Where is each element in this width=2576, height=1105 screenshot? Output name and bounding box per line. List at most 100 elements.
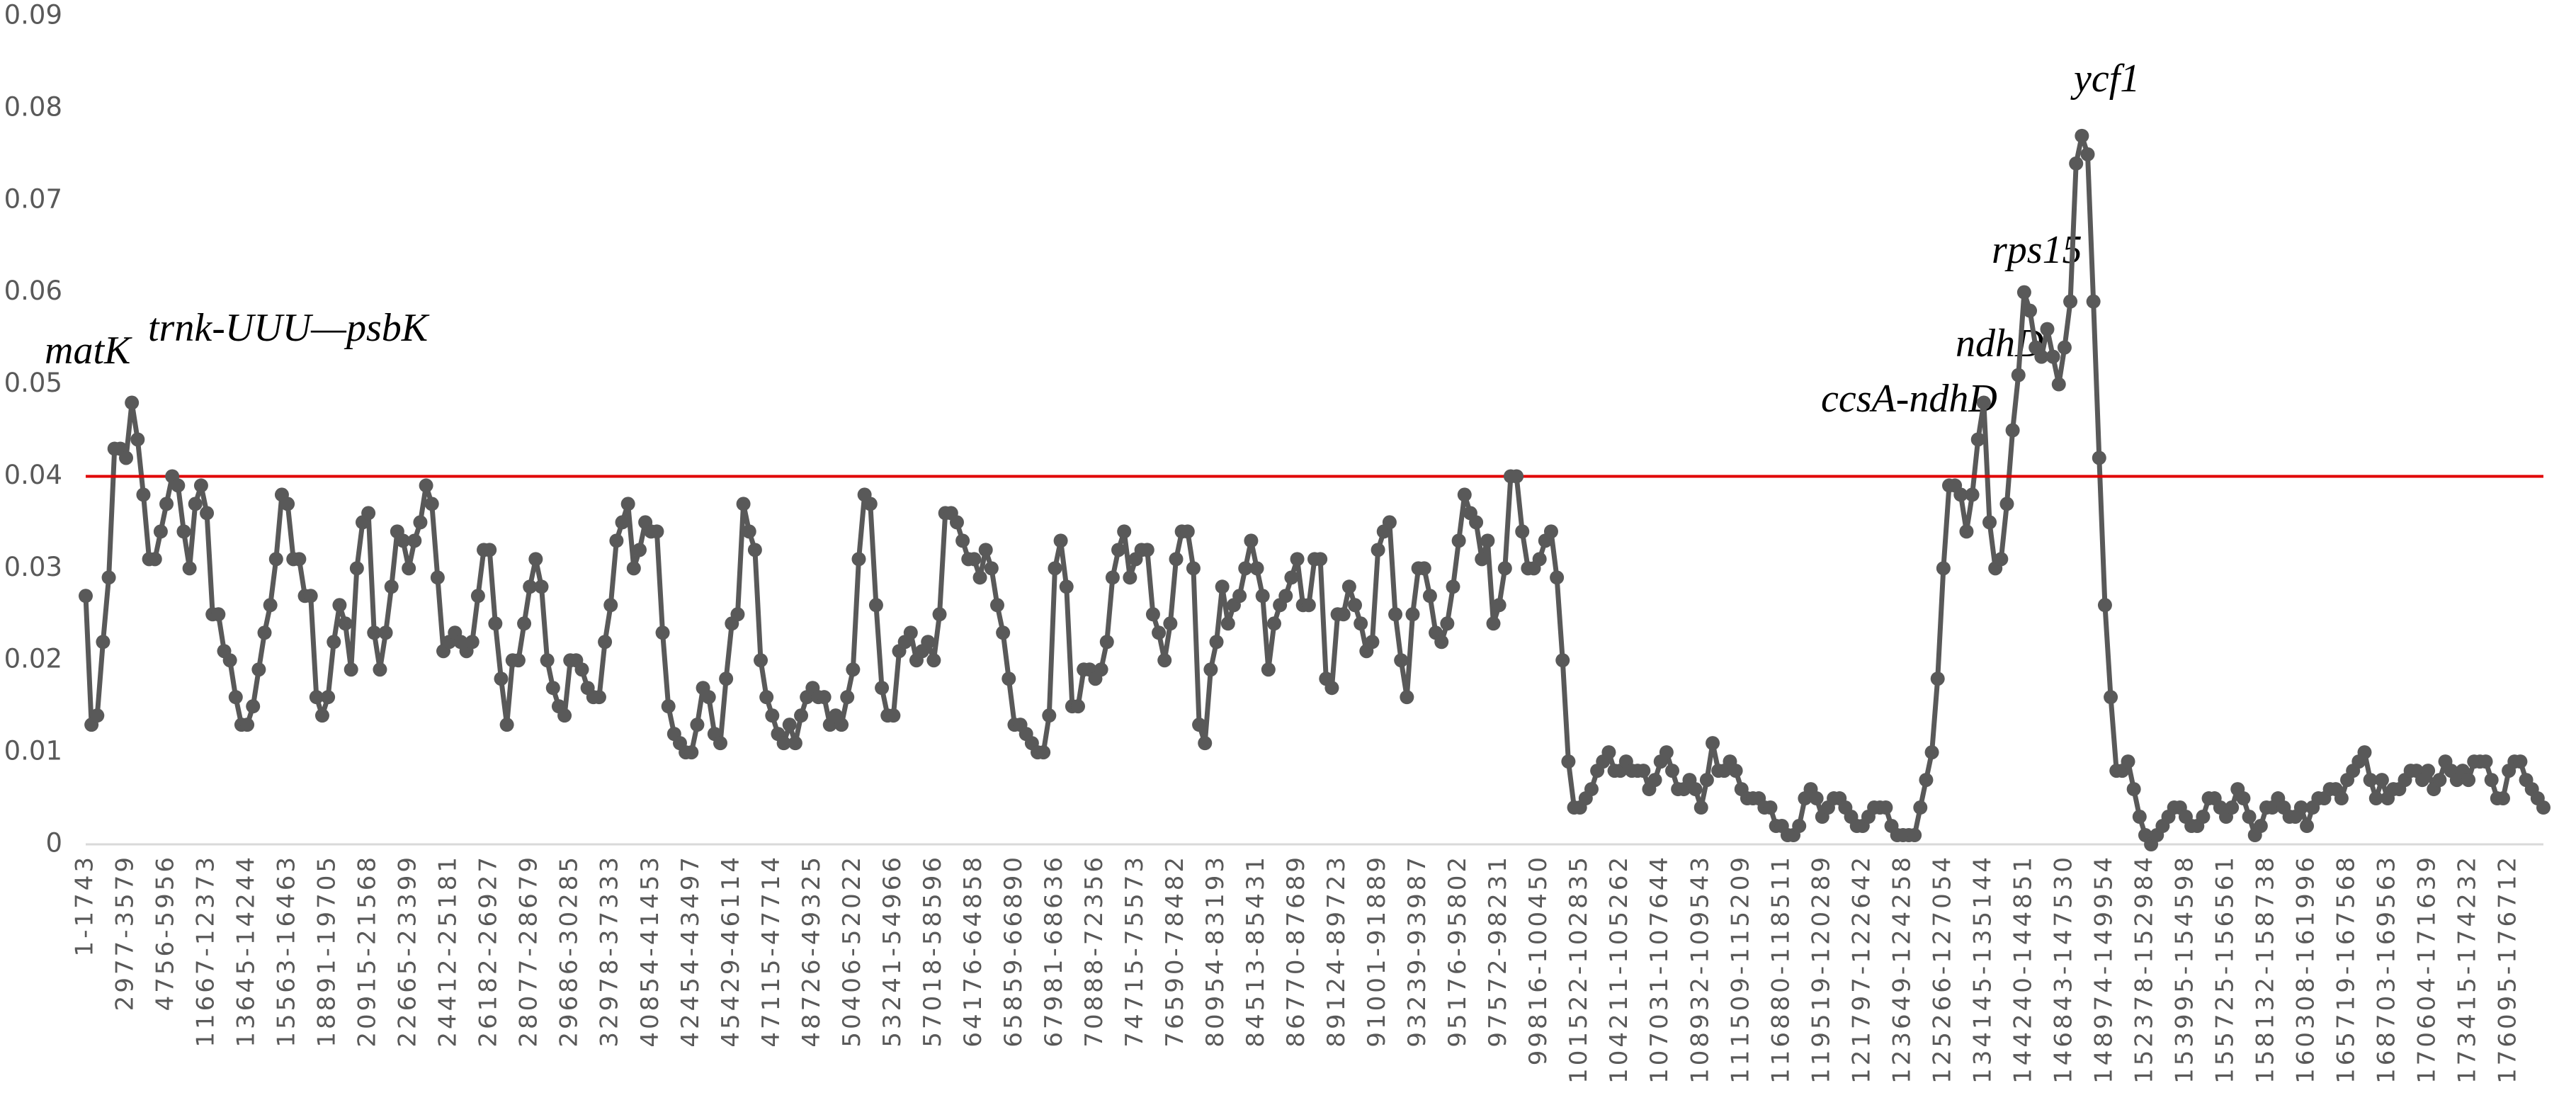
x-tick-label: 50406-52022	[838, 854, 866, 1048]
data-point	[2086, 294, 2101, 309]
annotation: ndhD	[1956, 322, 2043, 366]
data-point	[378, 625, 393, 640]
data-point	[367, 625, 382, 640]
data-point	[1341, 579, 1356, 594]
data-point	[1446, 579, 1460, 594]
data-point	[240, 718, 255, 732]
data-point	[609, 533, 624, 548]
data-point	[2092, 450, 2106, 465]
data-point	[188, 497, 203, 511]
data-point	[1994, 552, 2009, 567]
data-point	[321, 690, 336, 705]
data-point	[684, 745, 699, 760]
data-point	[2242, 810, 2257, 824]
y-tick-label: 0.06	[4, 276, 62, 306]
data-point	[1354, 616, 1368, 631]
data-point	[1515, 524, 1530, 539]
data-point	[2363, 773, 2378, 788]
data-point	[1601, 745, 1616, 760]
x-tick-label: 144240-144851	[2009, 854, 2037, 1084]
x-tick-label: 11667-12373	[192, 854, 220, 1048]
x-tick-label: 170604-171639	[2413, 854, 2441, 1084]
x-tick-label: 152378-152984	[2130, 854, 2158, 1084]
data-point	[626, 561, 641, 576]
data-point	[868, 598, 883, 613]
data-point	[1959, 524, 1974, 539]
data-point	[1688, 782, 1703, 797]
data-point	[327, 635, 341, 650]
data-point	[1878, 800, 1893, 815]
data-point	[1976, 395, 1991, 410]
data-point	[222, 653, 237, 668]
data-point	[1480, 533, 1495, 548]
x-tick-label: 153995-154598	[2170, 854, 2198, 1084]
data-point	[1486, 616, 1501, 631]
data-point	[690, 718, 705, 732]
data-point	[1152, 625, 1167, 640]
data-point	[246, 699, 261, 714]
data-point	[1417, 561, 1431, 576]
data-point	[603, 598, 618, 613]
x-tick-label: 26182-26927	[475, 854, 503, 1048]
data-point	[1324, 681, 1339, 696]
data-point	[1999, 497, 2014, 511]
data-point	[1647, 773, 1662, 788]
data-point	[1105, 570, 1120, 585]
x-tick-label: 24412-25181	[434, 854, 463, 1048]
data-point	[875, 681, 890, 696]
data-point	[615, 515, 630, 530]
data-point	[701, 690, 716, 705]
data-point	[90, 708, 105, 723]
data-point	[1249, 561, 1264, 576]
x-tick-label: 160308-161996	[2292, 854, 2320, 1084]
data-point	[1042, 708, 1057, 723]
annotation: rps15	[1992, 228, 2082, 272]
y-tick-label: 0	[45, 828, 62, 858]
data-point	[2046, 349, 2060, 364]
x-tick-label: 28077-28679	[515, 854, 543, 1048]
x-tick-label: 104211-105262	[1605, 854, 1633, 1084]
data-point	[1434, 635, 1449, 650]
x-tick-label: 65859-66890	[999, 854, 1028, 1048]
data-point	[2374, 773, 2389, 788]
x-tick-label: 108932-109543	[1686, 854, 1714, 1084]
data-point	[1290, 552, 1305, 567]
data-point	[2034, 349, 2049, 364]
data-point	[193, 478, 208, 493]
data-point	[1919, 773, 1934, 788]
data-point	[1388, 607, 1403, 622]
data-point	[280, 497, 295, 511]
x-tick-label: 119519-120289	[1807, 854, 1835, 1084]
data-point	[2051, 377, 2066, 392]
data-point	[1440, 616, 1455, 631]
data-point	[1561, 754, 1576, 769]
data-point	[2121, 754, 2135, 769]
data-point	[1313, 552, 1328, 567]
data-point	[511, 653, 526, 668]
data-point	[2253, 819, 2268, 834]
data-point	[1198, 736, 1213, 751]
data-point	[1157, 653, 1172, 668]
data-point	[1261, 662, 1276, 677]
data-point	[2057, 340, 2072, 355]
data-point	[402, 561, 416, 576]
data-point	[1301, 598, 1316, 613]
data-point	[788, 736, 802, 751]
data-point	[989, 598, 1004, 613]
data-point	[2069, 156, 2084, 171]
data-point	[782, 718, 797, 732]
data-point	[1232, 589, 1247, 604]
data-point	[2293, 800, 2308, 815]
annotation: trnk-UUU—psbK	[148, 306, 430, 350]
data-point	[182, 561, 197, 576]
data-point	[649, 524, 664, 539]
x-tick-label: 155725-156561	[2211, 854, 2239, 1084]
data-point	[1169, 552, 1184, 567]
annotation: matK	[45, 329, 132, 373]
x-tick-label: 22665-23399	[394, 854, 422, 1048]
data-point	[2513, 754, 2528, 769]
data-point	[545, 681, 560, 696]
data-point	[1203, 662, 1218, 677]
data-point	[263, 598, 278, 613]
